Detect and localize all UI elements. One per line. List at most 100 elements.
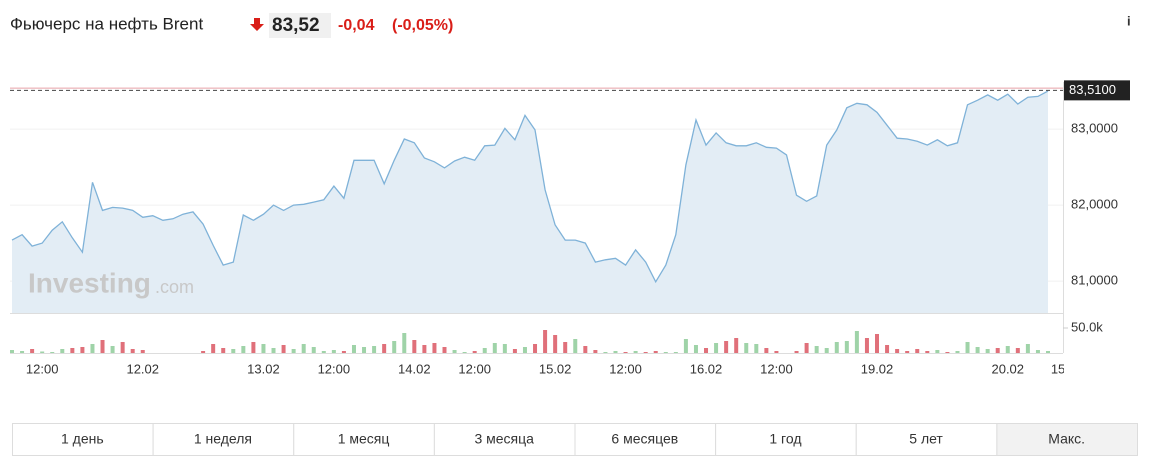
volume-bar (211, 344, 216, 353)
period-button[interactable] (152, 423, 295, 456)
volume-bar (392, 341, 397, 353)
period-button[interactable] (855, 423, 998, 456)
volume-bar (543, 330, 548, 353)
watermark-suffix: .com (155, 277, 194, 297)
volume-bar (1015, 348, 1020, 353)
volume-bar (261, 344, 266, 353)
volume-bar (351, 345, 356, 353)
change-percent: (-0,05%) (392, 17, 453, 34)
volume-bar (804, 343, 809, 353)
volume-bar (834, 342, 839, 353)
period-button[interactable] (996, 423, 1138, 456)
volume-bar (734, 338, 739, 353)
volume-bar (100, 340, 105, 353)
y-tick-label: 82,0000 (1071, 197, 1118, 212)
volume-bar (693, 345, 698, 353)
volume-bar (945, 352, 950, 353)
x-tick-label: 15 (1051, 361, 1065, 376)
volume-bar (643, 352, 648, 353)
volume-bar (70, 348, 75, 353)
volume-bar (522, 347, 527, 353)
volume-bar (50, 352, 55, 353)
volume-bar (301, 344, 306, 353)
volume-bar (875, 334, 880, 353)
watermark: Investing (28, 267, 151, 298)
period-label[interactable]: 5 лет (909, 431, 943, 447)
volume-bar (764, 348, 769, 353)
volume-bar (673, 352, 678, 353)
volume-bar (341, 351, 346, 353)
period-label[interactable]: Макс. (1048, 431, 1085, 447)
volume-bar (422, 345, 427, 353)
volume-bar (623, 352, 628, 353)
volume-bar (814, 346, 819, 353)
volume-bar (231, 349, 236, 353)
volume-bar (40, 351, 45, 353)
volume-bar (1005, 346, 1010, 353)
volume-bar (744, 343, 749, 353)
period-button[interactable] (574, 423, 717, 456)
volume-bar (925, 351, 930, 353)
down-arrow (250, 18, 264, 31)
volume-bar (221, 348, 226, 353)
volume-bar (201, 351, 206, 353)
volume-bar (965, 342, 970, 353)
period-label[interactable]: 1 день (61, 431, 104, 447)
volume-bar (452, 350, 457, 353)
volume-bar (20, 351, 25, 353)
volume-bar (1046, 351, 1050, 353)
volume-bar (80, 347, 85, 353)
volume-bar (402, 333, 407, 353)
y2-tick-label: 50.0k (1071, 319, 1103, 334)
period-label[interactable]: 3 месяца (474, 431, 534, 447)
volume-bar (774, 351, 779, 353)
volume-bar (382, 344, 387, 353)
period-label[interactable]: 1 год (769, 431, 801, 447)
volume-bar (714, 343, 719, 353)
x-tick-label: 14.02 (398, 361, 431, 376)
volume-bar (854, 331, 859, 353)
volume-bar (281, 345, 286, 353)
volume-bar (754, 344, 759, 353)
volume-bar (1035, 350, 1040, 353)
period-button[interactable] (293, 423, 435, 456)
x-labels: 12:00 12.02 13.02 12:00 14.02 12:00 15.02 12:00… (26, 361, 1065, 376)
volume-bar (331, 350, 336, 353)
x-tick-label: 16.02 (690, 361, 723, 376)
x-tick-label: 12:00 (458, 361, 491, 376)
volume-bar (442, 347, 447, 353)
volume-bar (533, 344, 538, 353)
x-tick-label: 12:00 (760, 361, 793, 376)
x-tick-label: 12.02 (126, 361, 159, 376)
x-tick-label: 12:00 (318, 361, 351, 376)
volume-bar (120, 342, 125, 353)
volume-bar (613, 351, 618, 353)
info-icon[interactable]: i (1127, 13, 1131, 28)
volume-bar (824, 348, 829, 353)
period-label[interactable]: 1 неделя (194, 431, 252, 447)
volume-bar (512, 349, 517, 353)
volume-bar (844, 341, 849, 353)
x-tick-label: 15.02 (539, 361, 572, 376)
x-tick-label: 13.02 (247, 361, 280, 376)
x-tick-label: 19.02 (861, 361, 894, 376)
period-label[interactable]: 1 месяц (338, 431, 390, 447)
volume-bar (603, 352, 608, 353)
volume-bar (955, 351, 960, 353)
y-tick-label: 83,0000 (1071, 121, 1118, 136)
volume-bar (291, 349, 296, 353)
volume-bar (140, 350, 145, 353)
price-area (12, 91, 1048, 313)
volume-bar (241, 346, 246, 353)
volume-bar (251, 342, 256, 353)
volume-bar (462, 352, 467, 353)
volume-bar (633, 351, 638, 353)
volume-bar (321, 351, 326, 353)
period-button[interactable] (12, 423, 154, 456)
plot (10, 90, 1063, 353)
volume-bar (864, 338, 869, 353)
volume-bar (10, 350, 14, 353)
period-label[interactable]: 6 месяцев (611, 431, 678, 447)
volume-bar (794, 351, 799, 353)
